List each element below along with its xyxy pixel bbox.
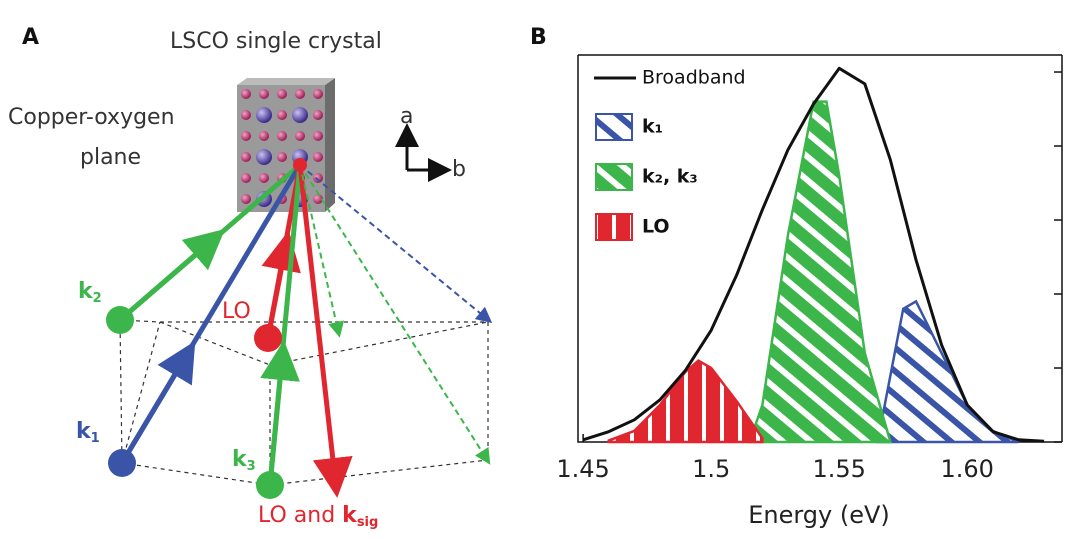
axes-indicator xyxy=(407,135,440,170)
x-tick-label: 1.60 xyxy=(941,455,994,483)
legend-swatch xyxy=(596,214,632,240)
panel-label: A xyxy=(22,25,39,50)
x-tick-label: 1.55 xyxy=(812,455,865,483)
legend-swatch xyxy=(596,114,632,140)
spectrum-area xyxy=(750,102,891,442)
beam-label: k2 xyxy=(78,279,102,306)
legend-label: Broadband xyxy=(642,67,746,89)
beam-label: k1 xyxy=(76,419,100,446)
spectrum-area xyxy=(609,361,763,442)
x-tick-label: 1.45 xyxy=(556,455,609,483)
beam-label: k3 xyxy=(232,447,256,474)
legend-label: k₂, k₃ xyxy=(642,166,698,188)
panel-label: B xyxy=(530,25,547,50)
legend-label: LO xyxy=(642,216,670,238)
legend-label: k₁ xyxy=(642,116,663,138)
spectrum-area xyxy=(878,301,1019,442)
x-tick-label: 1.5 xyxy=(692,455,730,483)
crystal-title: LSCO single crystal xyxy=(170,29,382,54)
beam-label: LO xyxy=(222,299,251,324)
figure: A LSCO single crystal Copper-oxygen plan… xyxy=(0,0,1073,539)
geometry-box xyxy=(120,320,488,485)
plane-label: Copper-oxygen xyxy=(8,105,175,130)
signal-label: LO and ksig xyxy=(258,503,378,530)
spectrum-chart: 1.45 1.5 1.55 1.60 Energy (eV) Broadband k₁ k₂,… xyxy=(556,55,1062,529)
axis-b-label: b xyxy=(452,157,466,182)
axis-a-label: a xyxy=(400,104,413,129)
plane-label: plane xyxy=(80,145,141,170)
legend-swatch xyxy=(596,164,632,190)
beams xyxy=(106,158,486,499)
x-axis-label: Energy (eV) xyxy=(748,501,890,529)
